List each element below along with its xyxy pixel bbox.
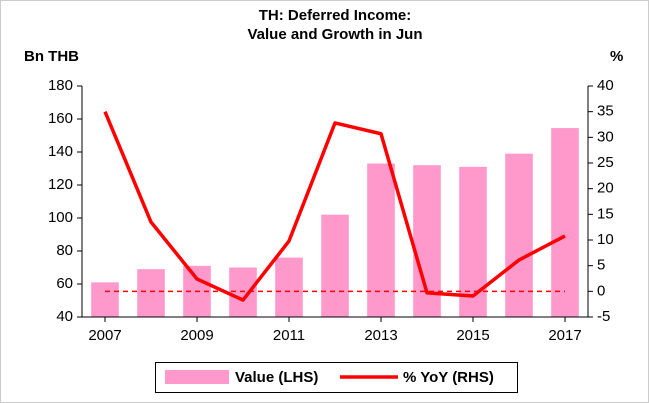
bar	[505, 153, 533, 317]
x-tick-label: 2011	[273, 327, 305, 344]
bar	[137, 269, 165, 317]
y2-tick-label: -5	[597, 308, 610, 325]
bar	[367, 163, 395, 317]
y-tick-label: 180	[48, 77, 73, 94]
chart-title: Value and Growth in Jun	[247, 26, 422, 43]
y-tick-label: 120	[48, 176, 73, 193]
y2-tick-label: 35	[597, 103, 614, 120]
chart-title: TH: Deferred Income:	[259, 7, 412, 24]
y2-tick-label: 5	[597, 257, 605, 274]
y-tick-label: 160	[48, 110, 73, 127]
x-tick-label: 2015	[456, 327, 489, 344]
line	[103, 110, 566, 302]
y2-tick-label: 0	[597, 282, 605, 299]
legend-label: Value (LHS)	[235, 369, 318, 386]
y2-tick-label: 30	[597, 128, 614, 145]
bar	[229, 267, 257, 317]
y-tick-label: 140	[48, 143, 73, 160]
y-tick-label: 100	[48, 209, 73, 226]
x-tick-label: 2017	[548, 327, 581, 344]
x-tick-label: 2009	[180, 327, 213, 344]
y2-tick-label: 10	[597, 231, 614, 248]
y-axis-label: Bn THB	[24, 48, 79, 65]
y2-tick-label: 15	[597, 205, 614, 222]
bar	[275, 257, 303, 317]
bar	[459, 166, 487, 317]
y2-axis-label: %	[610, 48, 623, 65]
bar	[551, 128, 579, 317]
legend-label: % YoY (RHS)	[403, 369, 494, 386]
x-tick-label: 2007	[88, 327, 121, 344]
y2-tick-label: 20	[597, 180, 614, 197]
legend-swatch	[165, 370, 229, 384]
y2-tick-label: 40	[597, 77, 614, 94]
bar	[91, 282, 119, 317]
y-tick-label: 60	[56, 275, 73, 292]
y2-tick-label: 25	[597, 154, 614, 171]
y-tick-label: 40	[56, 308, 73, 325]
x-tick-label: 2013	[364, 327, 397, 344]
y-tick-label: 80	[56, 242, 73, 259]
bar	[321, 214, 349, 317]
